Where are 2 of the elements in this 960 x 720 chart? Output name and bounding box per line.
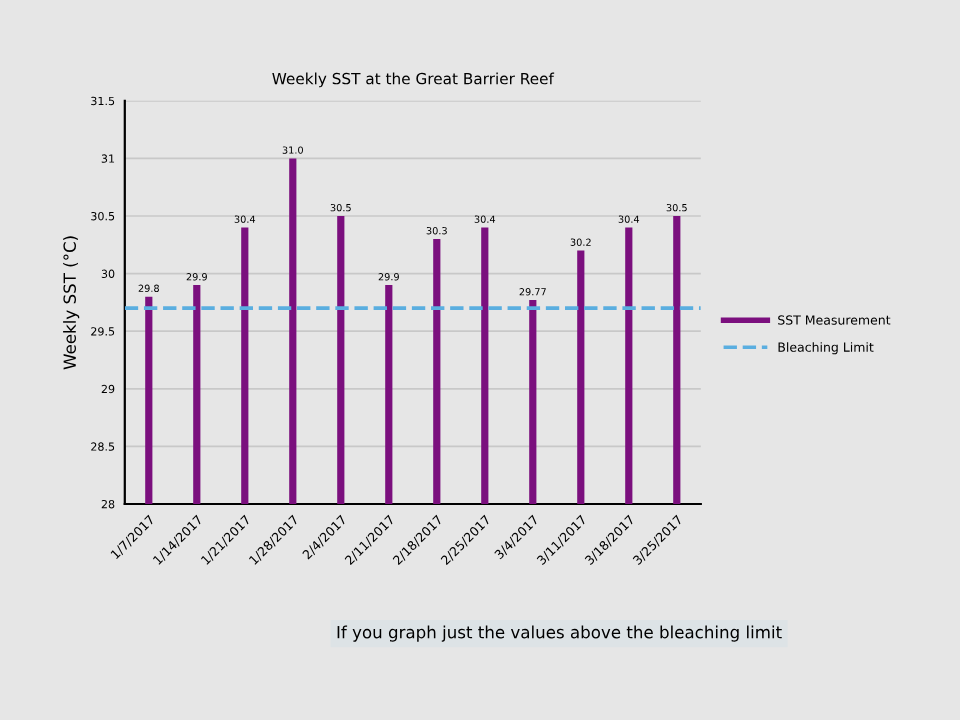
text: If you graph just the values above the bleaching limit <box>337 625 782 642</box>
y-axis-title: Weekly SST (°C) <box>63 236 80 370</box>
